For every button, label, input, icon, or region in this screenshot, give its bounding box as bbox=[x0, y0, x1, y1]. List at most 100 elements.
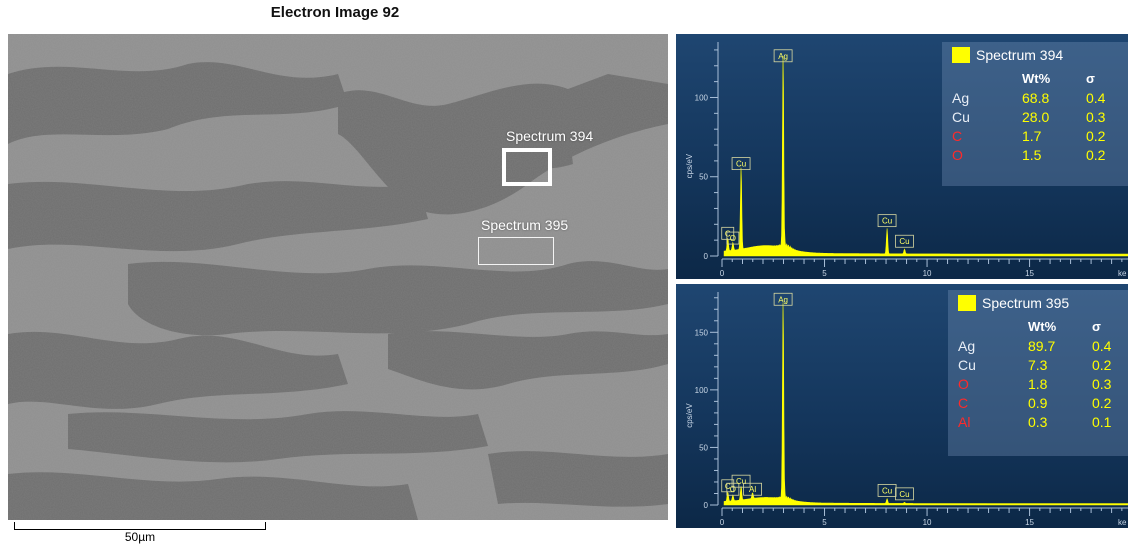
y-tick-label: 50 bbox=[699, 443, 708, 452]
composition-table: Wt% σ Ag 89.7 0.4 Cu 7.3 0.2 O 1.8 0.3 C 0.9 0.2 Al 0… bbox=[958, 316, 1121, 431]
peak-label: C bbox=[721, 226, 735, 240]
peak-label: Cu bbox=[877, 483, 897, 497]
peak-label-text: Cu bbox=[882, 217, 892, 226]
spectrum-trace bbox=[723, 56, 1128, 257]
peak-label-text: Ag bbox=[778, 52, 788, 61]
spectrum-394-label: Spectrum 394 bbox=[506, 128, 594, 144]
element-symbol: Ag bbox=[958, 337, 976, 354]
series-color-swatch bbox=[958, 295, 976, 311]
sigma-value: 0.3 bbox=[1086, 108, 1106, 125]
peak-label-box bbox=[721, 226, 735, 240]
peak-label-box bbox=[773, 49, 793, 63]
peak-label-text: Al bbox=[749, 485, 756, 494]
x-tick-label: 0 bbox=[720, 269, 725, 278]
composition-row: O 1.8 0.3 bbox=[958, 374, 1121, 393]
element-symbol: C bbox=[952, 127, 963, 144]
peak-label-box bbox=[726, 482, 740, 496]
peak-label-box bbox=[731, 474, 751, 488]
y-tick-label: 50 bbox=[699, 173, 708, 182]
peak-label: Cu bbox=[895, 234, 914, 248]
peak-label: Ag bbox=[773, 49, 793, 63]
series-color-swatch bbox=[952, 47, 970, 63]
legend-title: Spectrum 395 bbox=[982, 295, 1070, 311]
x-tick-label: 15 bbox=[1025, 269, 1034, 278]
x-tick-label: 5 bbox=[822, 518, 827, 527]
element-symbol: O bbox=[952, 146, 963, 163]
sigma-value: 0.1 bbox=[1092, 413, 1112, 430]
sigma-value: 0.4 bbox=[1086, 89, 1106, 106]
x-tick-label: 10 bbox=[923, 269, 932, 278]
y-axis-label: cps/eV bbox=[685, 403, 694, 428]
peak-label-text: C bbox=[725, 229, 731, 238]
composition-row: C 1.7 0.2 bbox=[952, 126, 1115, 145]
wt-percent: 0.9 bbox=[1028, 394, 1048, 411]
image-title: Electron Image 92 bbox=[270, 4, 400, 21]
col-sigma: σ bbox=[1092, 318, 1101, 334]
spectrum-394-box[interactable] bbox=[502, 148, 552, 186]
element-symbol: O bbox=[958, 375, 969, 392]
peak-label: Al bbox=[743, 482, 762, 496]
sigma-value: 0.2 bbox=[1092, 356, 1112, 373]
wt-percent: 1.7 bbox=[1022, 127, 1042, 144]
x-tick-label: 10 bbox=[923, 518, 932, 527]
peak-label-box bbox=[877, 483, 897, 497]
peak-label-box bbox=[726, 231, 740, 245]
peak-label: O bbox=[726, 482, 740, 496]
x-unit-label: ke bbox=[1118, 518, 1127, 527]
spectrum-394-panel[interactable]: 0 50 100 cps/eV 0 5 10 15 ke C O Cu Ag Cu Cu Spectrum … bbox=[676, 34, 1128, 279]
sigma-value: 0.2 bbox=[1086, 146, 1106, 163]
composition-row: Cu 28.0 0.3 bbox=[952, 107, 1115, 126]
peak-label-box bbox=[877, 214, 897, 228]
wt-percent: 7.3 bbox=[1028, 356, 1048, 373]
peak-label-text: O bbox=[730, 485, 736, 494]
spectrum-395-label: Spectrum 395 bbox=[481, 217, 569, 233]
peak-label-box bbox=[895, 487, 914, 501]
x-tick-label: 0 bbox=[720, 518, 725, 527]
peak-label-text: Cu bbox=[899, 237, 909, 246]
peak-label-text: Cu bbox=[736, 160, 746, 169]
spectrum-395-legend: Spectrum 395 Wt% σ Ag 89.7 0.4 Cu 7.3 0.2 O 1.8… bbox=[948, 290, 1128, 456]
composition-row: O 1.5 0.2 bbox=[952, 145, 1115, 164]
wt-percent: 89.7 bbox=[1028, 337, 1056, 354]
peak-label-text: Cu bbox=[736, 477, 746, 486]
y-tick-label: 100 bbox=[695, 93, 709, 102]
x-tick-label: 5 bbox=[822, 269, 827, 278]
col-wt: Wt% bbox=[1028, 318, 1057, 334]
peak-label: O bbox=[726, 231, 740, 245]
peak-label-text: Ag bbox=[778, 295, 788, 304]
y-axis-label: cps/eV bbox=[685, 153, 694, 178]
peak-label: Cu bbox=[877, 214, 897, 228]
peak-label: Cu bbox=[731, 474, 751, 488]
spectrum-trace bbox=[723, 303, 1128, 506]
composition-row: Al 0.3 0.1 bbox=[958, 412, 1121, 431]
scale-bar-line bbox=[14, 522, 266, 530]
peak-label-box bbox=[731, 157, 751, 170]
peak-label-box bbox=[721, 479, 735, 493]
peak-label: Ag bbox=[773, 292, 793, 306]
peak-label: C bbox=[721, 479, 735, 493]
peak-label: Cu bbox=[731, 157, 751, 170]
composition-row: Ag 89.7 0.4 bbox=[958, 336, 1121, 355]
spectrum-395-panel[interactable]: 0 50 100 150 cps/eV 0 5 10 15 ke C O Cu Al Ag Cu Cu Spec… bbox=[676, 284, 1128, 528]
col-wt: Wt% bbox=[1022, 70, 1051, 86]
legend-title: Spectrum 394 bbox=[976, 47, 1064, 63]
wt-percent: 68.8 bbox=[1022, 89, 1050, 106]
x-tick-label: 15 bbox=[1025, 518, 1034, 527]
wt-percent: 1.8 bbox=[1028, 375, 1048, 392]
sigma-value: 0.3 bbox=[1092, 375, 1112, 392]
y-tick-label: 100 bbox=[695, 386, 709, 395]
peak-label-box bbox=[895, 234, 914, 248]
element-symbol: Ag bbox=[952, 89, 970, 106]
electron-micrograph[interactable]: Spectrum 394 Spectrum 395 bbox=[8, 34, 668, 520]
wt-percent: 28.0 bbox=[1022, 108, 1050, 125]
wt-percent: 0.3 bbox=[1028, 413, 1048, 430]
spectrum-395-box[interactable] bbox=[478, 237, 554, 265]
col-sigma: σ bbox=[1086, 70, 1095, 86]
element-symbol: C bbox=[958, 394, 969, 411]
peak-label-text: Cu bbox=[882, 486, 892, 495]
peak-label-box bbox=[773, 292, 793, 306]
peak-label-text: Cu bbox=[899, 490, 909, 499]
sigma-value: 0.4 bbox=[1092, 337, 1112, 354]
